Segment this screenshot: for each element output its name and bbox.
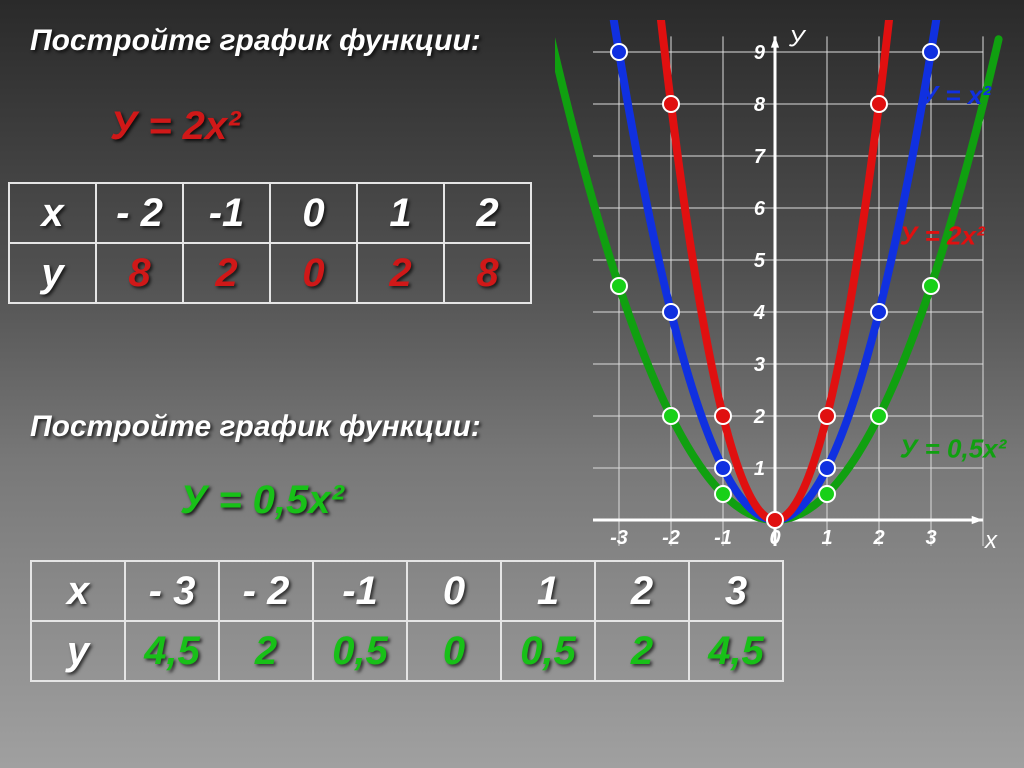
axis-tick-label: -2: [662, 527, 680, 549]
axis-tick-label: 2: [753, 406, 765, 428]
table-header-cell: 1: [357, 183, 444, 243]
table-header-cell: 0: [407, 561, 501, 621]
table-header-cell: х: [9, 183, 96, 243]
data-point: [871, 304, 887, 320]
axis-tick-label: 3: [925, 527, 936, 549]
data-point: [923, 278, 939, 294]
table-value-cell: 2: [357, 243, 444, 303]
table-value-cell: 0: [407, 621, 501, 681]
data-point: [819, 460, 835, 476]
data-point: [611, 44, 627, 60]
table-value-cell: 0,5: [313, 621, 407, 681]
axis-tick-label: 3: [754, 354, 765, 376]
parabola-chart: -3 -2 -1 0 1 2 3 1 2 3 4 5 6 7 8 9 х У У = x² У = 2x² У = 0,…: [555, 20, 1015, 550]
axis-tick-label: 9: [754, 42, 766, 64]
data-point: [715, 486, 731, 502]
table-header-cell: - 2: [96, 183, 183, 243]
data-point: [715, 408, 731, 424]
title-2: Постройте график функции:: [30, 410, 481, 444]
table-value-cell: 2: [183, 243, 270, 303]
value-table-1: х- 2-1012у82028: [8, 182, 532, 304]
axis-tick-label: 4: [753, 302, 765, 324]
table-header-cell: 2: [444, 183, 531, 243]
table-header-cell: 0: [270, 183, 357, 243]
curve-label: У = 2x²: [900, 220, 986, 250]
axis-tick-label: 6: [754, 198, 766, 220]
table-header-cell: - 2: [219, 561, 313, 621]
table-value-cell: 0: [270, 243, 357, 303]
table-value-cell: 4,5: [125, 621, 219, 681]
table-header-cell: - 3: [125, 561, 219, 621]
data-point: [871, 408, 887, 424]
formula-2: У = 0,5x²: [180, 478, 344, 523]
formula-1: У = 2x²: [110, 104, 241, 149]
table-value-cell: 2: [219, 621, 313, 681]
table-value-cell: 0,5: [501, 621, 595, 681]
table-header-cell: -1: [183, 183, 270, 243]
table-value-cell: 2: [595, 621, 689, 681]
table-header-cell: х: [31, 561, 125, 621]
axis-tick-label: 1: [821, 527, 832, 549]
data-point: [819, 408, 835, 424]
data-point: [819, 486, 835, 502]
axis-tick-label: -3: [610, 527, 628, 549]
axis-tick-label: 1: [754, 458, 765, 480]
x-axis-label: х: [984, 527, 998, 550]
axis-tick-label: 0: [769, 527, 780, 549]
axis-tick-label: 7: [754, 146, 766, 168]
curve-label: У = 0,5x²: [900, 434, 1008, 464]
table-value-cell: 4,5: [689, 621, 783, 681]
axis-tick-label: 2: [872, 527, 884, 549]
table-row-label: у: [31, 621, 125, 681]
value-table-2: х- 3- 2-10123у4,520,500,524,5: [30, 560, 784, 682]
table-header-cell: 1: [501, 561, 595, 621]
y-axis-label: У: [788, 25, 807, 52]
data-point: [663, 408, 679, 424]
data-point: [663, 304, 679, 320]
data-point: [663, 96, 679, 112]
curve-label: У = x²: [921, 80, 993, 110]
chart-svg: -3 -2 -1 0 1 2 3 1 2 3 4 5 6 7 8 9 х У У = x² У = 2x² У = 0,…: [555, 20, 1015, 550]
axis-tick-label: -1: [714, 527, 732, 549]
data-point: [715, 460, 731, 476]
data-point: [767, 512, 783, 528]
table-value-cell: 8: [444, 243, 531, 303]
axis-tick-label: 8: [754, 94, 766, 116]
data-point: [611, 278, 627, 294]
table-header-cell: 2: [595, 561, 689, 621]
axis-tick-label: 5: [754, 250, 766, 272]
table-row-label: у: [9, 243, 96, 303]
data-point: [923, 44, 939, 60]
title-1: Постройте график функции:: [30, 24, 481, 58]
table-header-cell: 3: [689, 561, 783, 621]
table-value-cell: 8: [96, 243, 183, 303]
table-header-cell: -1: [313, 561, 407, 621]
data-point: [871, 96, 887, 112]
